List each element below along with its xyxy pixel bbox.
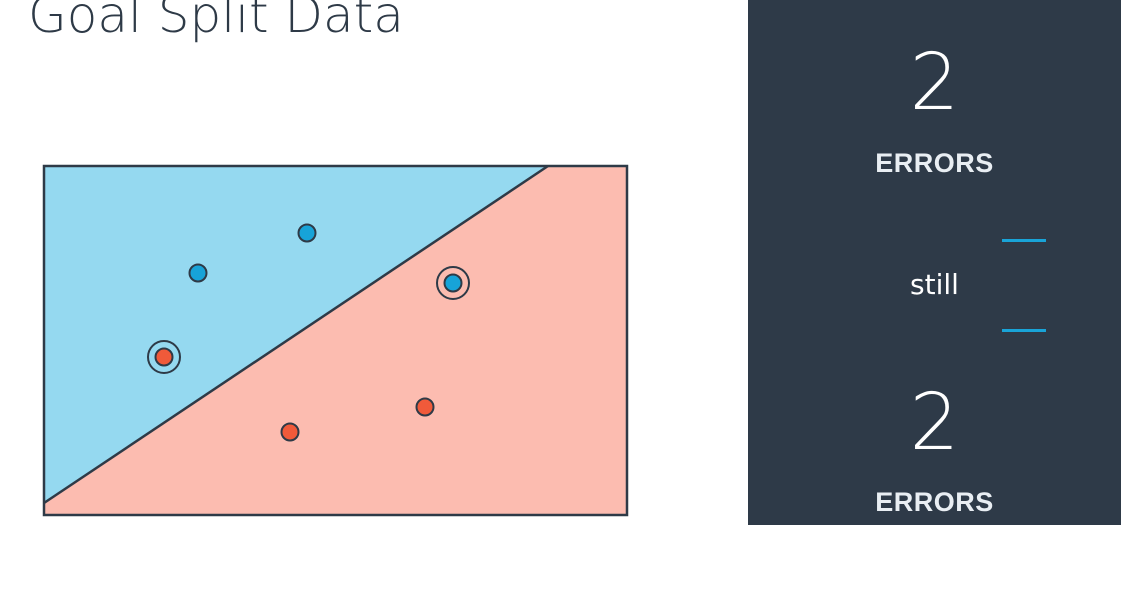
top-divider (1002, 239, 1046, 242)
misclassified-ring (147, 340, 181, 374)
blue-point (188, 263, 208, 283)
red-point-misclassified (154, 347, 174, 367)
bottom-divider (1002, 329, 1046, 332)
error-panel: 2 ERRORS still 2 ERRORS (748, 0, 1121, 525)
slide-title: Goal Split Data (28, 0, 404, 44)
plot-frame (42, 164, 629, 517)
blue-point-misclassified (443, 273, 463, 293)
red-point (280, 422, 300, 442)
bottom-error-label: ERRORS (875, 487, 994, 517)
bottom-error-stat: 2 (748, 384, 1121, 462)
blue-point (297, 223, 317, 243)
top-error-stat: 2 (748, 44, 1121, 122)
decision-boundary-line (43, 164, 549, 505)
still-text: still (910, 268, 959, 301)
top-error-label: ERRORS (875, 148, 994, 178)
misclassified-ring (436, 266, 470, 300)
red-region (44, 166, 627, 515)
bottom-error-label-wrap: ERRORS (748, 487, 1121, 518)
red-point (415, 397, 435, 417)
bottom-error-count: 2 (909, 378, 960, 468)
top-error-label-wrap: ERRORS (748, 148, 1121, 179)
split-diagram (42, 164, 629, 517)
top-error-count: 2 (909, 38, 960, 128)
